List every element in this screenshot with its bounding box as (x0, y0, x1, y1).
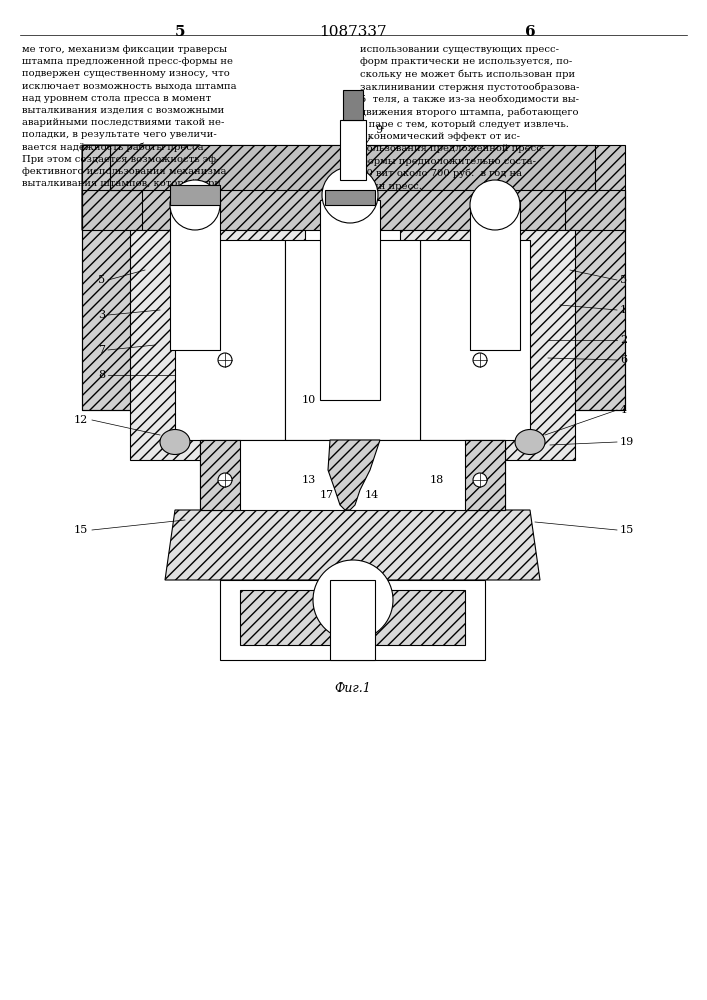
Text: 4: 4 (620, 405, 627, 415)
Text: 14: 14 (365, 490, 379, 500)
Text: 10: 10 (302, 395, 316, 405)
Text: 2: 2 (620, 335, 627, 345)
Text: 5: 5 (620, 275, 627, 285)
Text: 5: 5 (98, 275, 105, 285)
Bar (325, 190, 375, 205)
Bar (175, 240, 285, 440)
Bar (330, 580, 375, 660)
Polygon shape (82, 190, 142, 410)
Circle shape (170, 180, 220, 230)
Polygon shape (328, 440, 380, 510)
Circle shape (470, 180, 520, 230)
Polygon shape (465, 440, 505, 510)
Circle shape (473, 473, 487, 487)
Polygon shape (165, 510, 540, 580)
Bar (470, 200, 520, 350)
Bar (170, 200, 220, 350)
Circle shape (322, 167, 378, 223)
Text: 18: 18 (430, 475, 444, 485)
Bar (200, 440, 505, 510)
Text: Фиг.1: Фиг.1 (334, 682, 371, 695)
Text: 8: 8 (98, 370, 105, 380)
Text: 19: 19 (620, 437, 634, 447)
Text: использовании существующих пресс-
форм практически не используется, по-
скольку : использовании существующих пресс- форм п… (360, 45, 579, 191)
Bar (170, 185, 220, 205)
Polygon shape (565, 190, 625, 410)
Text: 13: 13 (302, 475, 316, 485)
Polygon shape (400, 230, 575, 460)
Circle shape (218, 353, 232, 367)
Polygon shape (82, 145, 200, 230)
Text: 5: 5 (175, 25, 185, 39)
Circle shape (473, 353, 487, 367)
Circle shape (218, 473, 232, 487)
Bar (82, 190, 142, 410)
Bar (420, 240, 530, 440)
Polygon shape (200, 440, 240, 510)
Text: 12: 12 (74, 415, 88, 425)
Polygon shape (130, 230, 305, 460)
Text: 3: 3 (98, 310, 105, 320)
Text: 17: 17 (320, 490, 334, 500)
Bar (320, 200, 380, 400)
Text: 16: 16 (346, 645, 360, 655)
Text: 15: 15 (620, 525, 634, 535)
Ellipse shape (515, 430, 545, 454)
Text: ме того, механизм фиксации траверсы
штампа предложенной пресс-формы не
подвержен: ме того, механизм фиксации траверсы штам… (22, 45, 237, 188)
Bar (240, 590, 465, 645)
Bar (110, 145, 595, 190)
Circle shape (313, 560, 393, 640)
Text: 6: 6 (525, 25, 535, 39)
Text: 7: 7 (98, 345, 105, 355)
Ellipse shape (160, 430, 190, 454)
Text: 15: 15 (74, 525, 88, 535)
Text: 9: 9 (375, 125, 382, 135)
Bar (285, 240, 420, 440)
Text: 6: 6 (620, 355, 627, 365)
Bar (565, 190, 625, 410)
Bar (220, 580, 485, 660)
Text: 1087337: 1087337 (319, 25, 387, 39)
Bar (340, 120, 366, 180)
Bar (82, 145, 625, 230)
Text: 1: 1 (620, 305, 627, 315)
Bar (343, 90, 363, 120)
